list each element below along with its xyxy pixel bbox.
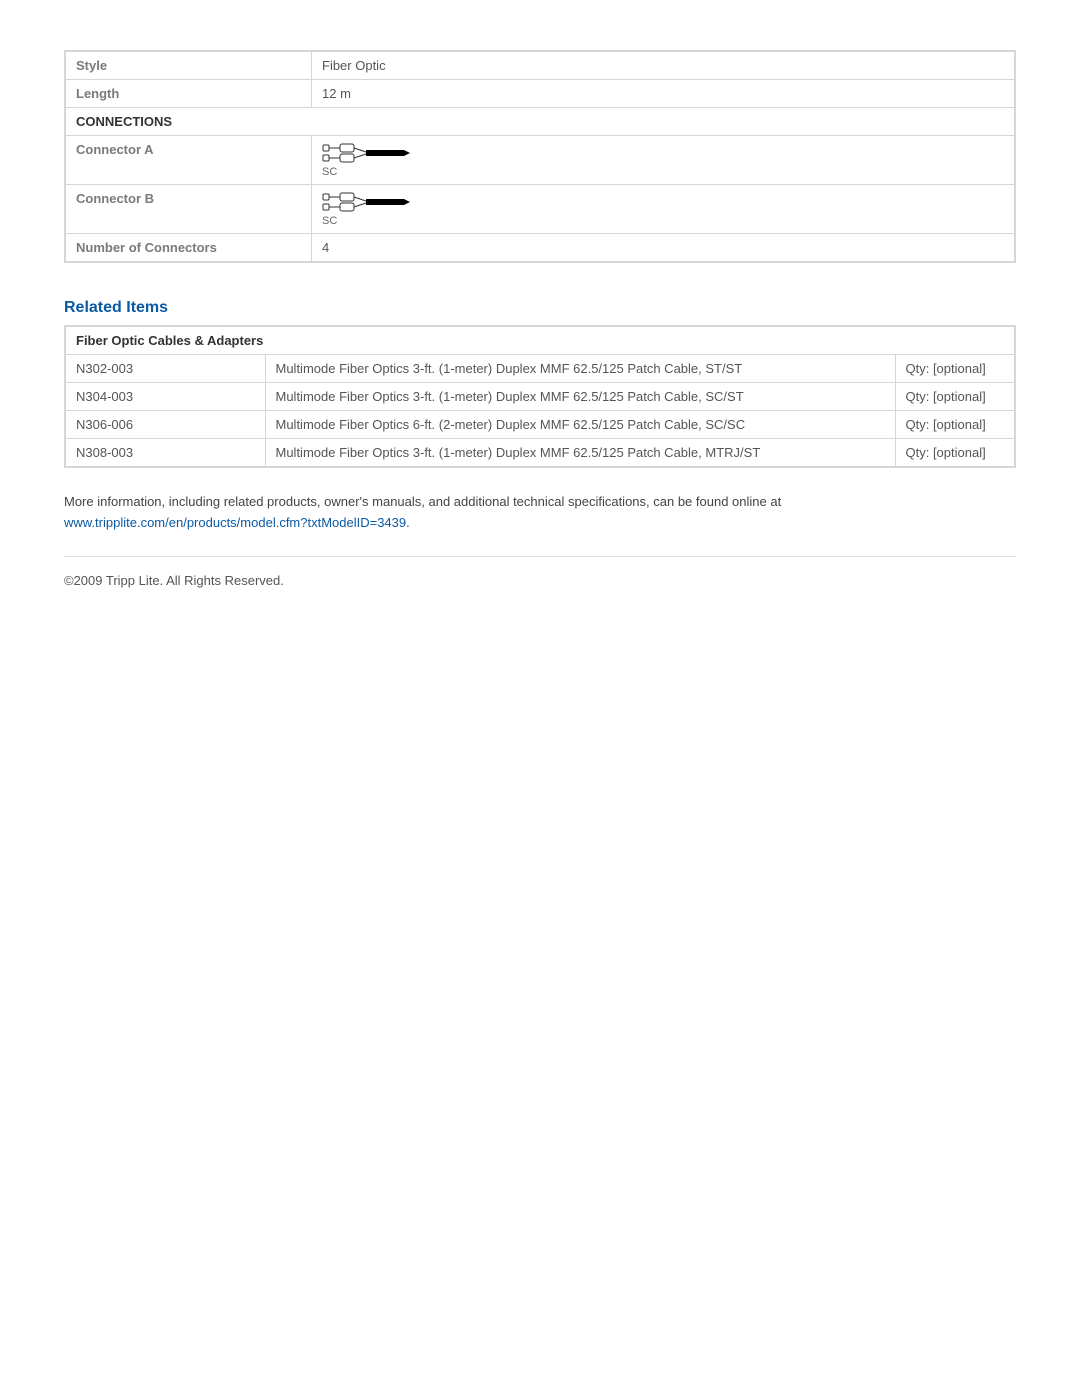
- spec-value: 12 m: [312, 80, 1016, 108]
- spec-table: Style Fiber Optic Length 12 m CONNECTION…: [64, 50, 1016, 263]
- spec-value: SC: [312, 185, 1016, 234]
- sc-connector-icon: [322, 142, 1004, 164]
- more-info-prefix: More information, including related prod…: [64, 494, 781, 509]
- part-qty: Qty: [optional]: [895, 439, 1015, 468]
- connector-code: SC: [322, 166, 1004, 178]
- table-row: N302-003 Multimode Fiber Optics 3-ft. (1…: [65, 355, 1015, 383]
- spec-value: SC: [312, 136, 1016, 185]
- part-description: Multimode Fiber Optics 3-ft. (1-meter) D…: [265, 355, 895, 383]
- copyright-text: ©2009 Tripp Lite. All Rights Reserved.: [64, 573, 1016, 588]
- part-qty: Qty: [optional]: [895, 383, 1015, 411]
- part-number: N306-006: [65, 411, 265, 439]
- table-row: N304-003 Multimode Fiber Optics 3-ft. (1…: [65, 383, 1015, 411]
- table-row: Style Fiber Optic: [65, 51, 1015, 80]
- spec-value: Fiber Optic: [312, 51, 1016, 80]
- spec-label: Number of Connectors: [65, 234, 312, 263]
- more-info-text: More information, including related prod…: [64, 492, 1016, 534]
- part-number: N302-003: [65, 355, 265, 383]
- part-number: N304-003: [65, 383, 265, 411]
- more-info-suffix: .: [406, 515, 410, 530]
- part-description: Multimode Fiber Optics 3-ft. (1-meter) D…: [265, 439, 895, 468]
- more-info-link[interactable]: www.tripplite.com/en/products/model.cfm?…: [64, 515, 406, 530]
- spec-label: Connector B: [65, 185, 312, 234]
- table-row: Connector B: [65, 185, 1015, 234]
- spec-label: Connector A: [65, 136, 312, 185]
- section-header: CONNECTIONS: [65, 108, 1015, 136]
- spec-label: Length: [65, 80, 312, 108]
- divider: [64, 556, 1016, 557]
- related-header: Fiber Optic Cables & Adapters: [65, 326, 1015, 355]
- table-row: Length 12 m: [65, 80, 1015, 108]
- related-items-table: Fiber Optic Cables & Adapters N302-003 M…: [64, 325, 1016, 468]
- table-row: Number of Connectors 4: [65, 234, 1015, 263]
- connector-code: SC: [322, 215, 1004, 227]
- part-qty: Qty: [optional]: [895, 411, 1015, 439]
- table-row: N308-003 Multimode Fiber Optics 3-ft. (1…: [65, 439, 1015, 468]
- table-row: Connector A: [65, 136, 1015, 185]
- part-number: N308-003: [65, 439, 265, 468]
- table-row: N306-006 Multimode Fiber Optics 6-ft. (2…: [65, 411, 1015, 439]
- related-items-title: Related Items: [64, 299, 1016, 317]
- part-description: Multimode Fiber Optics 6-ft. (2-meter) D…: [265, 411, 895, 439]
- spec-label: Style: [65, 51, 312, 80]
- sc-connector-icon: [322, 191, 1004, 213]
- section-header-row: CONNECTIONS: [65, 108, 1015, 136]
- part-description: Multimode Fiber Optics 3-ft. (1-meter) D…: [265, 383, 895, 411]
- spec-value: 4: [312, 234, 1016, 263]
- related-header-row: Fiber Optic Cables & Adapters: [65, 326, 1015, 355]
- part-qty: Qty: [optional]: [895, 355, 1015, 383]
